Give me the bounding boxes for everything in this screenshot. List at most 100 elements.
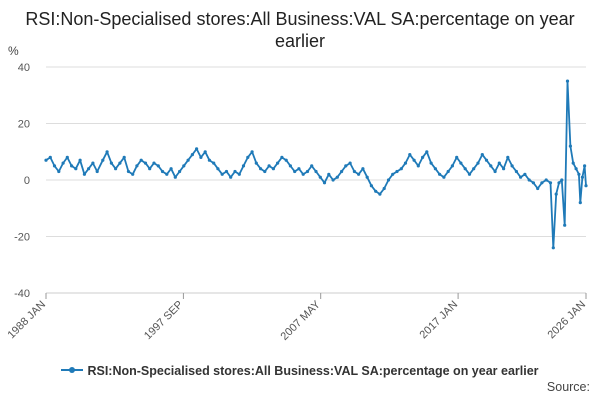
data-point: [95, 169, 99, 174]
data-point: [139, 158, 143, 162]
data-point: [382, 186, 386, 191]
data-point: [156, 164, 160, 168]
data-point: [44, 158, 48, 162]
data-point: [109, 161, 113, 165]
series-line: [45, 80, 587, 249]
data-point: [352, 169, 356, 174]
data-point: [237, 172, 241, 176]
data-point: [135, 164, 139, 168]
data-point: [293, 169, 297, 174]
series-layer: [44, 79, 588, 250]
data-point: [551, 246, 555, 250]
data-point: [276, 161, 280, 165]
gridlines: [46, 66, 586, 294]
data-point: [531, 181, 536, 185]
y-tick-label: -40: [14, 288, 30, 300]
data-point: [438, 172, 442, 176]
legend-label: RSI:Non-Specialised stores:All Business:…: [87, 364, 539, 378]
data-point: [374, 189, 378, 193]
y-tick-label: 40: [18, 62, 30, 74]
data-point: [169, 167, 173, 171]
x-tick-label: 1988 JAN: [5, 299, 48, 342]
data-point: [190, 153, 194, 157]
data-point: [386, 178, 391, 182]
data-point: [131, 172, 135, 176]
data-point: [335, 175, 339, 179]
data-point: [450, 164, 454, 168]
data-point: [101, 158, 105, 162]
data-point: [540, 181, 544, 185]
data-point: [416, 164, 420, 168]
data-point: [160, 169, 165, 174]
data-point: [480, 153, 484, 157]
data-point: [233, 169, 237, 174]
data-point: [357, 172, 361, 176]
data-point: [506, 155, 510, 159]
x-tick-label: 1997 SEP: [142, 299, 186, 343]
data-point: [118, 161, 122, 165]
data-point: [52, 164, 57, 168]
data-point: [114, 167, 118, 171]
data-point: [463, 167, 467, 171]
data-point: [425, 150, 429, 154]
data-point: [442, 175, 446, 179]
data-point: [212, 161, 216, 165]
data-point: [48, 155, 52, 159]
data-point: [280, 155, 284, 159]
data-point: [203, 150, 207, 154]
data-point: [446, 169, 450, 174]
data-point: [105, 150, 109, 154]
data-point: [250, 150, 254, 154]
data-point: [152, 161, 156, 165]
data-point: [484, 158, 489, 162]
legend[interactable]: RSI:Non-Specialised stores:All Business:…: [0, 364, 600, 378]
data-point: [577, 172, 581, 176]
data-point: [182, 164, 186, 168]
data-point: [165, 172, 169, 176]
data-point: [571, 161, 575, 165]
data-point: [178, 169, 182, 174]
x-tick-label: 2017 JAN: [418, 299, 461, 342]
data-point: [241, 164, 246, 168]
data-point: [65, 155, 69, 159]
data-point: [267, 164, 271, 168]
data-point: [578, 201, 582, 205]
data-point: [391, 172, 395, 176]
data-point: [173, 175, 177, 179]
data-point: [254, 161, 258, 165]
data-point: [497, 161, 501, 165]
data-point: [574, 167, 578, 171]
data-point: [216, 167, 220, 171]
data-point: [510, 164, 514, 168]
data-point: [284, 158, 288, 162]
data-point: [87, 167, 91, 171]
data-point: [568, 144, 573, 148]
data-point: [433, 167, 437, 171]
data-point: [297, 167, 301, 171]
data-point: [514, 169, 519, 174]
data-point: [519, 175, 523, 179]
data-point: [408, 153, 412, 157]
data-point: [489, 164, 493, 168]
data-point: [246, 155, 250, 159]
data-point: [271, 167, 275, 171]
data-point: [554, 192, 558, 196]
data-point: [122, 155, 126, 159]
data-point: [186, 158, 190, 162]
data-point: [403, 161, 408, 165]
data-point: [584, 184, 588, 188]
data-point: [523, 172, 527, 176]
source-label[interactable]: Source:: [546, 380, 590, 394]
data-point: [314, 169, 318, 174]
data-point: [229, 175, 233, 179]
data-point: [322, 181, 327, 185]
data-point: [220, 172, 224, 176]
data-point: [527, 178, 531, 182]
y-tick-label: 0: [24, 175, 30, 187]
data-point: [536, 186, 540, 191]
data-point: [199, 155, 203, 159]
data-point: [340, 169, 344, 174]
data-point: [429, 161, 433, 165]
data-point: [412, 158, 416, 162]
